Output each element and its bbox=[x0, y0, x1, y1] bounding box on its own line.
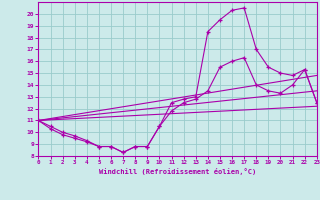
X-axis label: Windchill (Refroidissement éolien,°C): Windchill (Refroidissement éolien,°C) bbox=[99, 168, 256, 175]
